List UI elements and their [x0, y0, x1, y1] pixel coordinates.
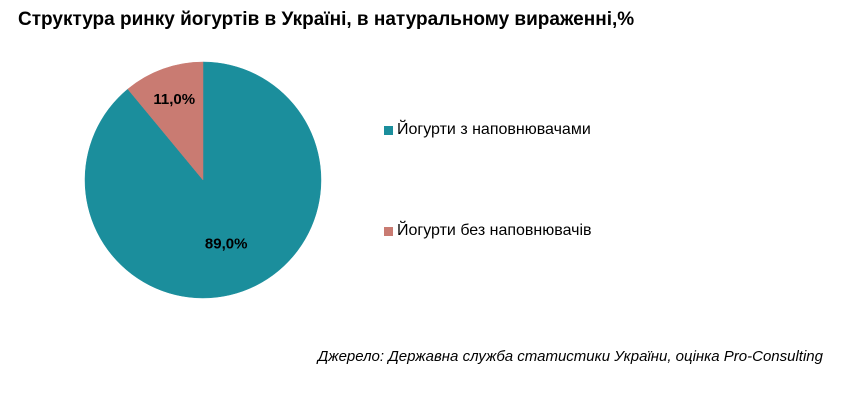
pie-slice-without-fillers [127, 61, 204, 181]
pie-data-labels: 89,0% 11,0% [153, 91, 247, 252]
legend-item-with-fillers: Йогурти з наповнювачами [384, 121, 591, 139]
legend-label-without-fillers: Йогурти без наповнювачів [397, 222, 592, 239]
legend-swatch-without-fillers [384, 226, 393, 236]
legend-label-with-fillers: Йогурти з наповнювачами [397, 121, 591, 138]
legend-item-without-fillers: Йогурти без наповнювачів [384, 222, 592, 240]
chart-title: Структура ринку йогуртів в Україні, в на… [18, 9, 635, 30]
data-label-without-fillers: 11,0% [153, 91, 195, 108]
legend-swatch-with-fillers [384, 125, 393, 135]
data-label-with-fillers: 89,0% [205, 235, 248, 252]
source-note: Джерело: Державна служба статистики Укра… [317, 348, 823, 365]
pie-slices [84, 61, 322, 299]
